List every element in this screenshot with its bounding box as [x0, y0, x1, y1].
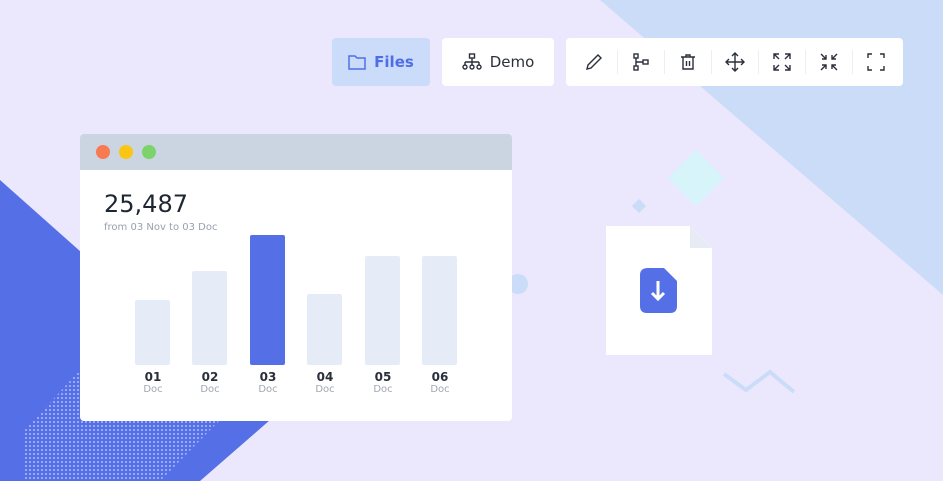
expand-icon — [772, 53, 791, 71]
bar-sublabel: Doc — [315, 384, 335, 395]
bar-label: 01 — [144, 370, 162, 384]
pencil-icon — [585, 54, 602, 70]
collapse-button[interactable] — [805, 38, 852, 86]
demo-button[interactable]: Demo — [442, 38, 554, 86]
bar-sublabel: Doc — [200, 384, 220, 395]
bar-label: 04 — [316, 370, 334, 384]
trash-icon — [680, 54, 695, 70]
hierarchy-icon — [462, 53, 482, 70]
bar-01 — [135, 300, 170, 365]
expand-button[interactable] — [758, 38, 805, 86]
flow-icon — [632, 53, 649, 71]
bar-05 — [365, 255, 400, 365]
flow-button[interactable] — [617, 38, 664, 86]
bar-04 — [307, 293, 342, 365]
bar-03 — [250, 235, 285, 365]
chart-window: 25,487 from 03 Nov to 03 Doc 01 Doc 02 Doc 0… — [80, 134, 512, 421]
bar-label: 05 — [374, 370, 392, 384]
edit-button[interactable] — [570, 38, 617, 86]
bar-label: 03 — [259, 370, 277, 384]
close-dot[interactable] — [96, 145, 110, 159]
tool-group — [566, 38, 903, 86]
collapse-icon — [820, 53, 837, 71]
bar-02 — [192, 271, 227, 365]
delete-button[interactable] — [664, 38, 711, 86]
folder-icon — [348, 55, 366, 70]
demo-label: Demo — [489, 53, 535, 71]
bar-sublabel: Doc — [430, 384, 450, 395]
total-value: 25,487 — [104, 190, 188, 218]
window-titlebar — [80, 134, 512, 170]
files-button[interactable]: Files — [332, 38, 430, 86]
fullscreen-button[interactable] — [852, 38, 899, 86]
fullscreen-icon — [866, 53, 885, 71]
bar-sublabel: Doc — [373, 384, 393, 395]
move-button[interactable] — [711, 38, 758, 86]
bar-06 — [422, 255, 457, 365]
bar-sublabel: Doc — [258, 384, 278, 395]
bar-label: 02 — [201, 370, 219, 384]
maximize-dot[interactable] — [142, 145, 156, 159]
move-icon — [724, 52, 745, 72]
date-range: from 03 Nov to 03 Doc — [104, 222, 218, 233]
bar-sublabel: Doc — [143, 384, 163, 395]
bar-label: 06 — [431, 370, 449, 384]
files-label: Files — [374, 53, 414, 71]
minimize-dot[interactable] — [119, 145, 133, 159]
